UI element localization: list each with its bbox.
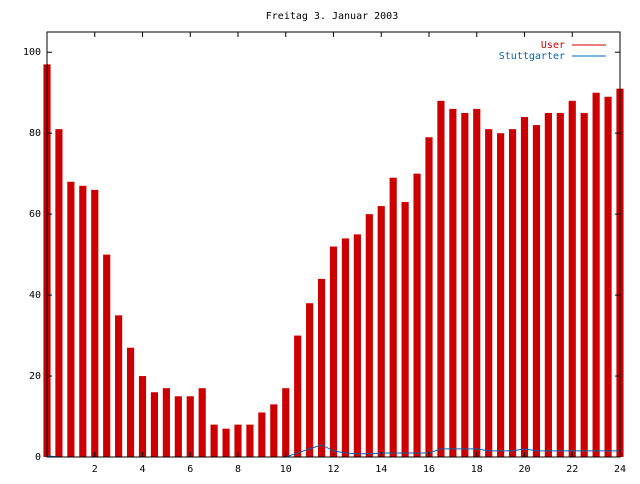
- bar-user: [115, 315, 123, 457]
- y-tick-label: 100: [23, 47, 41, 58]
- y-tick-label: 0: [35, 452, 41, 463]
- bar-user: [126, 347, 135, 457]
- bar-user: [556, 112, 564, 457]
- bar-user: [437, 100, 445, 458]
- bar-user: [592, 92, 600, 457]
- bar-user: [174, 396, 182, 457]
- bar-user: [341, 238, 350, 457]
- bar-user: [222, 428, 230, 457]
- x-tick-label: 24: [614, 464, 626, 475]
- bar-user: [520, 117, 529, 457]
- x-tick-label: 12: [327, 464, 339, 475]
- y-tick-label: 40: [29, 290, 41, 301]
- x-tick-label: 6: [187, 464, 193, 475]
- bar-user: [568, 100, 576, 458]
- x-tick-label: 4: [139, 464, 145, 475]
- chart-title: Freitag 3. Januar 2003: [266, 11, 398, 22]
- bar-user: [162, 388, 170, 457]
- x-tick-label: 22: [566, 464, 578, 475]
- x-tick-label: 20: [518, 464, 530, 475]
- x-tick-label: 10: [280, 464, 292, 475]
- bar-user: [365, 214, 373, 457]
- x-tick-label: 18: [471, 464, 483, 475]
- x-tick-label: 16: [423, 464, 435, 475]
- bar-user: [246, 424, 254, 457]
- y-tick-label: 60: [29, 209, 41, 220]
- bar-user: [401, 202, 409, 457]
- bar-user: [282, 388, 290, 457]
- bar-user: [306, 303, 314, 457]
- bar-user: [67, 181, 75, 457]
- y-tick-label: 20: [29, 371, 41, 382]
- legend-label: User: [541, 40, 565, 51]
- bar-user: [91, 189, 99, 457]
- bar-user: [270, 404, 278, 457]
- bar-user: [449, 108, 457, 458]
- bar-user: [377, 206, 385, 457]
- y-tick-label: 80: [29, 128, 41, 139]
- bar-user: [79, 185, 87, 458]
- bar-user: [389, 177, 397, 457]
- bar-user: [210, 424, 218, 457]
- bar-user: [198, 388, 206, 457]
- bar-user: [508, 129, 517, 457]
- bar-user: [532, 125, 541, 457]
- x-tick-label: 2: [92, 464, 98, 475]
- bar-user: [138, 376, 147, 457]
- bar-user: [473, 108, 481, 458]
- bar-user: [258, 412, 266, 457]
- bar-user: [150, 392, 159, 457]
- bar-user: [580, 112, 588, 457]
- bar-user: [425, 137, 433, 457]
- bar-user: [353, 234, 361, 457]
- bar-user: [544, 112, 552, 457]
- bar-user: [497, 133, 505, 457]
- x-tick-label: 14: [375, 464, 387, 475]
- bar-user: [461, 112, 469, 457]
- bar-user: [329, 246, 338, 457]
- x-tick-label: 8: [235, 464, 241, 475]
- legend-label: Stuttgarter: [499, 51, 565, 62]
- bar-user: [103, 254, 111, 457]
- bar-user: [186, 396, 194, 457]
- bar-user: [294, 335, 302, 457]
- bar-user: [413, 173, 421, 457]
- bar-user: [604, 96, 612, 457]
- bar-user: [234, 424, 242, 457]
- bars-layer: [43, 64, 624, 458]
- bar-user: [55, 129, 63, 457]
- bar-user: [317, 278, 326, 457]
- bar-user: [485, 129, 493, 457]
